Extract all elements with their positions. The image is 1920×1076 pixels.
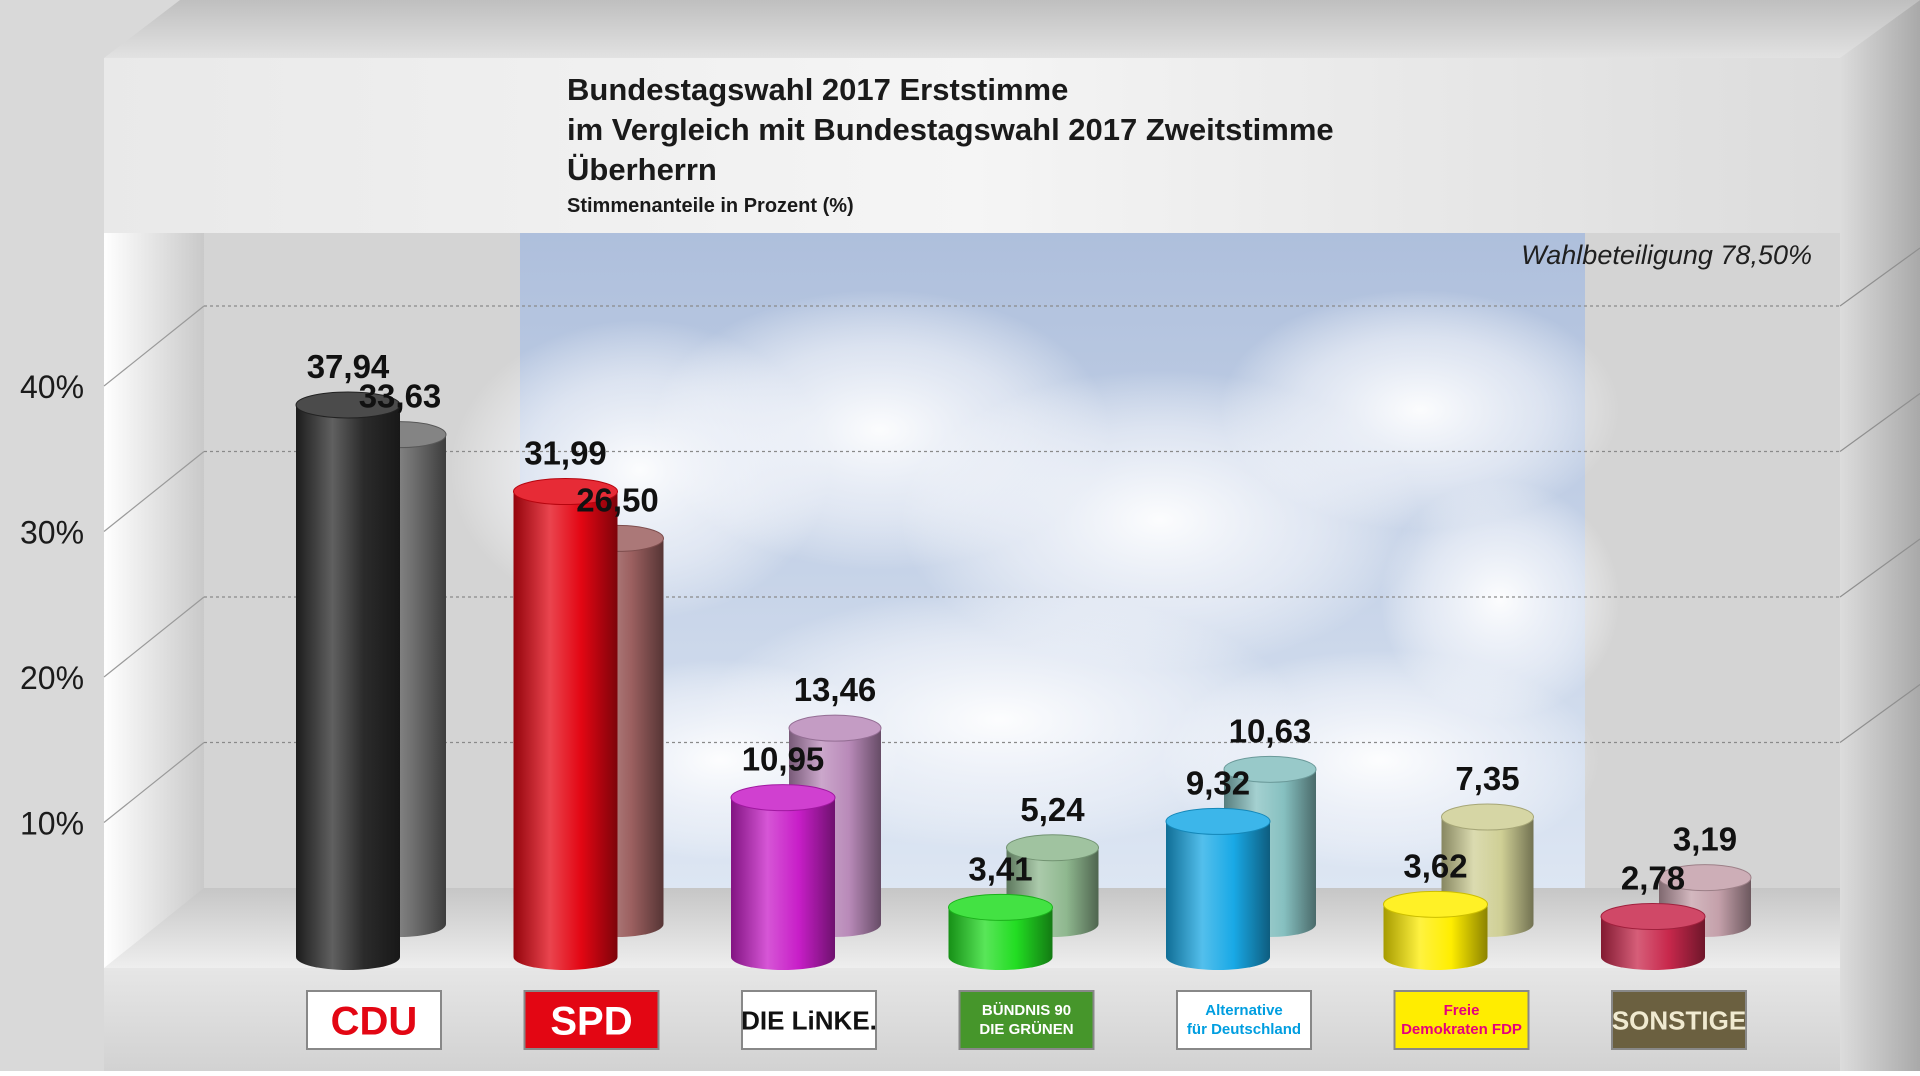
y-tick-label: 40% — [20, 369, 84, 405]
data-label-erststimme: 37,94 — [307, 348, 390, 385]
bar-erststimme — [1383, 890, 1488, 970]
gridline-left-wall — [103, 596, 205, 678]
data-label-zweitstimme: 5,24 — [1020, 791, 1085, 828]
frame-top-bevel — [104, 0, 1920, 58]
data-label-zweitstimme: 26,50 — [576, 481, 659, 518]
gridline-right-wall — [1839, 538, 1920, 598]
bar-erststimme — [513, 478, 618, 970]
chart-title-line-1: Bundestagswahl 2017 Erststimme — [567, 72, 1069, 107]
logo-text: SONSTIGE — [1612, 1005, 1746, 1035]
data-label-erststimme: 31,99 — [524, 435, 607, 472]
fdp-logo: Freie Demokraten FDP — [1393, 990, 1530, 1050]
logo-text: DIE GRÜNEN — [979, 1021, 1073, 1038]
data-label-erststimme: 2,78 — [1621, 860, 1685, 897]
party-logos: CDU SPD DIE LiNKE. BÜNDNIS 90 DIE GRÜNEN Alte… — [306, 990, 1747, 1050]
bar-erststimme — [730, 784, 836, 970]
bars — [295, 391, 1752, 970]
gridline-left-wall — [103, 742, 205, 823]
gridline-left-wall — [103, 305, 205, 387]
data-label-zweitstimme: 13,46 — [794, 671, 877, 708]
logo-text: SPD — [550, 999, 632, 1043]
logo-text: CDU — [331, 999, 418, 1043]
logo-text: Freie — [1444, 1002, 1480, 1019]
y-tick-label: 30% — [20, 515, 84, 551]
gridlines — [103, 247, 1920, 823]
chart-title-block: Bundestagswahl 2017 Erststimme im Vergle… — [567, 70, 1334, 220]
logo-text: Alternative — [1205, 1002, 1283, 1019]
gridline-right-wall — [1839, 393, 1920, 452]
chart-title-line-2: im Vergleich mit Bundestagswahl 2017 Zwe… — [567, 112, 1334, 147]
sonstige-logo: SONSTIGE — [1611, 990, 1747, 1050]
gridline-right-wall — [1839, 247, 1920, 307]
chart-subtitle: Stimmenanteile in Prozent (%) — [567, 195, 854, 217]
data-label-erststimme: 10,95 — [742, 741, 825, 778]
cdu-logo: CDU — [306, 990, 442, 1050]
logo-text: DIE LiNKE. — [741, 1005, 877, 1035]
logo-text: Demokraten FDP — [1401, 1021, 1522, 1038]
bar-erststimme — [948, 893, 1053, 970]
linke-logo: DIE LiNKE. — [741, 990, 877, 1050]
data-label-erststimme: 3,41 — [968, 850, 1032, 887]
y-axis: 10% 20% 30% 40% — [20, 369, 84, 842]
y-tick-label: 10% — [20, 806, 84, 842]
data-label-zweitstimme: 33,63 — [359, 378, 442, 415]
gruene-logo: BÜNDNIS 90 DIE GRÜNEN — [958, 990, 1095, 1050]
gridline-left-wall — [103, 451, 205, 532]
data-label-zweitstimme: 3,19 — [1673, 821, 1737, 858]
frame-back-panel — [104, 58, 1840, 233]
spd-logo: SPD — [523, 990, 660, 1050]
data-label-erststimme: 9,32 — [1186, 764, 1250, 801]
gridline-right-wall — [1839, 684, 1920, 743]
frame-left-wall — [104, 233, 204, 968]
chart-title-line-3: Überherrn — [567, 152, 717, 187]
logo-text: BÜNDNIS 90 — [982, 1002, 1071, 1019]
bar-erststimme — [295, 391, 401, 970]
bar-erststimme — [1165, 807, 1271, 970]
frame-right-wall — [1840, 0, 1920, 1071]
afd-logo: Alternative für Deutschland — [1176, 990, 1312, 1050]
bar-erststimme — [1600, 903, 1706, 970]
data-label-zweitstimme: 7,35 — [1455, 760, 1519, 797]
turnout-annotation: Wahlbeteiligung 78,50% — [1521, 240, 1812, 270]
y-tick-label: 20% — [20, 660, 84, 696]
data-label-erststimme: 3,62 — [1403, 847, 1467, 884]
logo-text: für Deutschland — [1187, 1021, 1301, 1038]
data-label-zweitstimme: 10,63 — [1229, 712, 1312, 749]
